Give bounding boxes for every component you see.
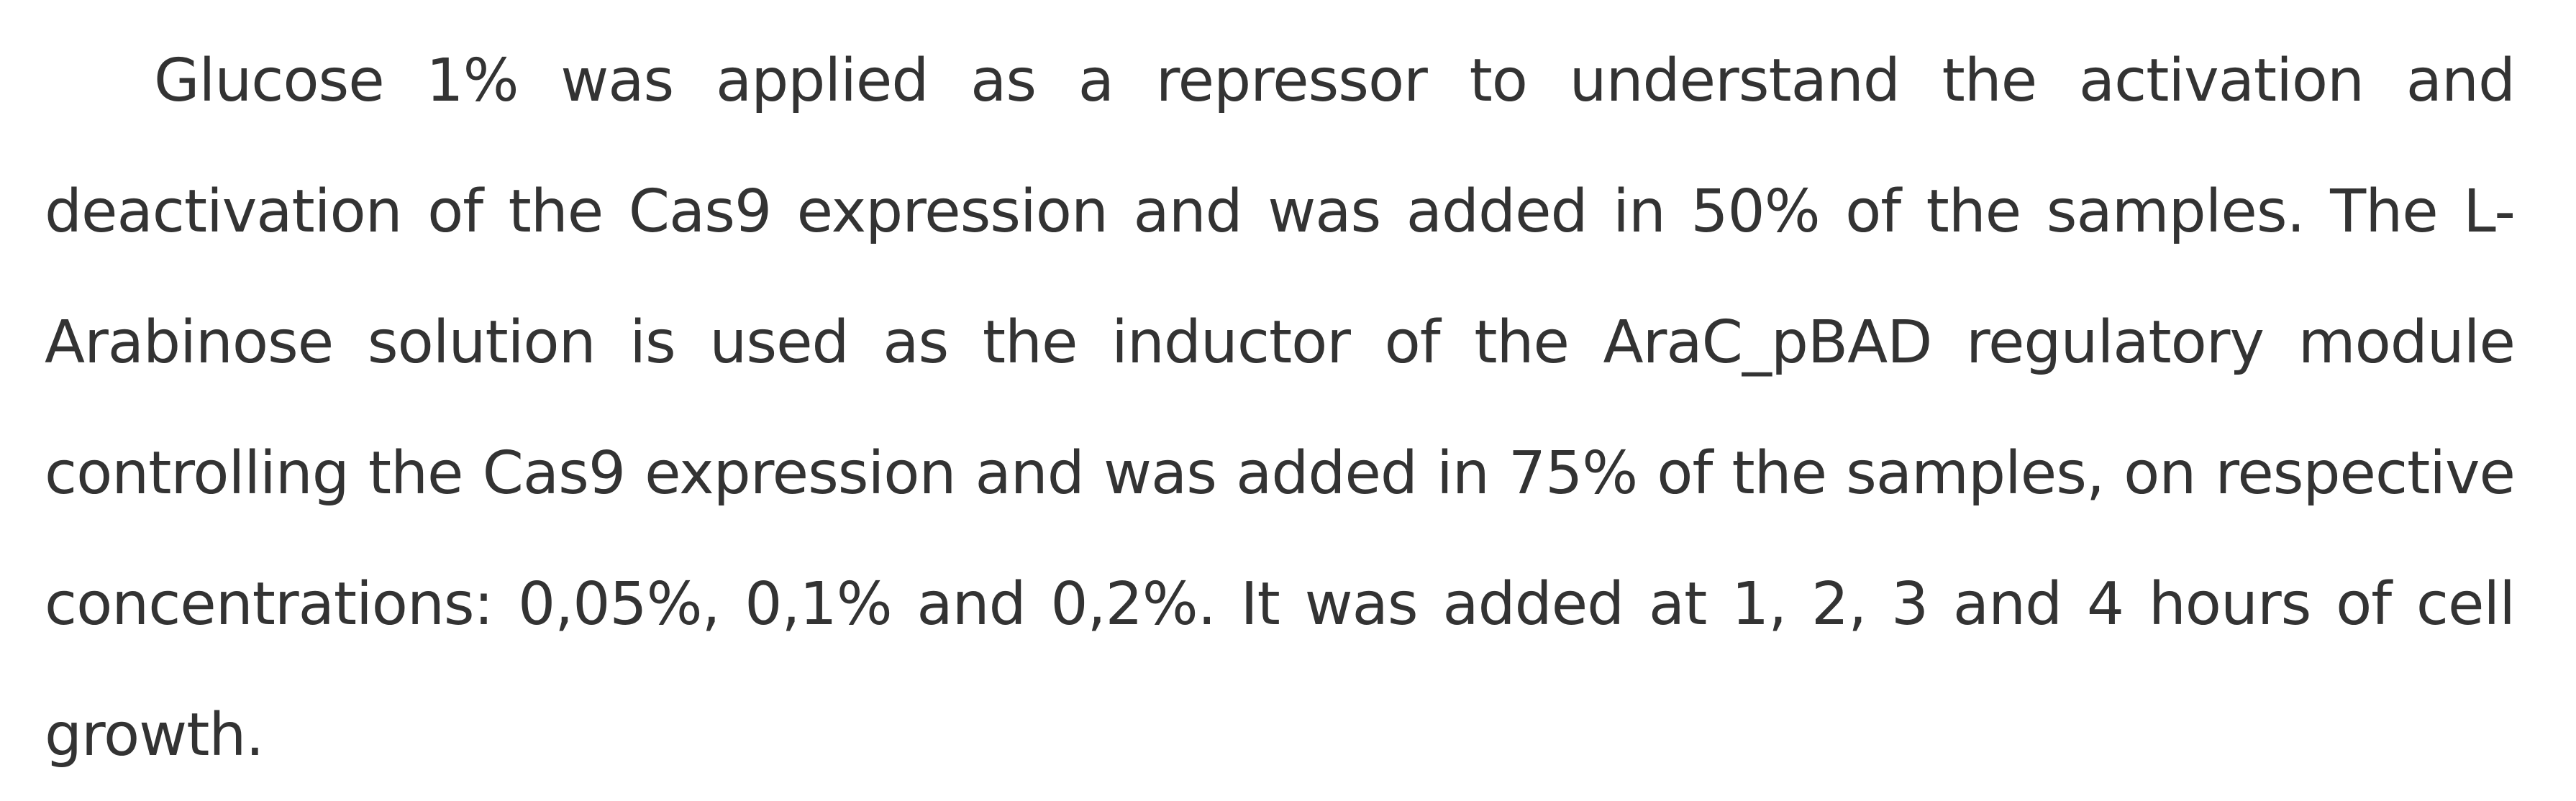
document-body: Glucose 1% was applied as a repressor to…: [45, 16, 2516, 801]
body-paragraph: Glucose 1% was applied as a repressor to…: [45, 47, 2516, 769]
